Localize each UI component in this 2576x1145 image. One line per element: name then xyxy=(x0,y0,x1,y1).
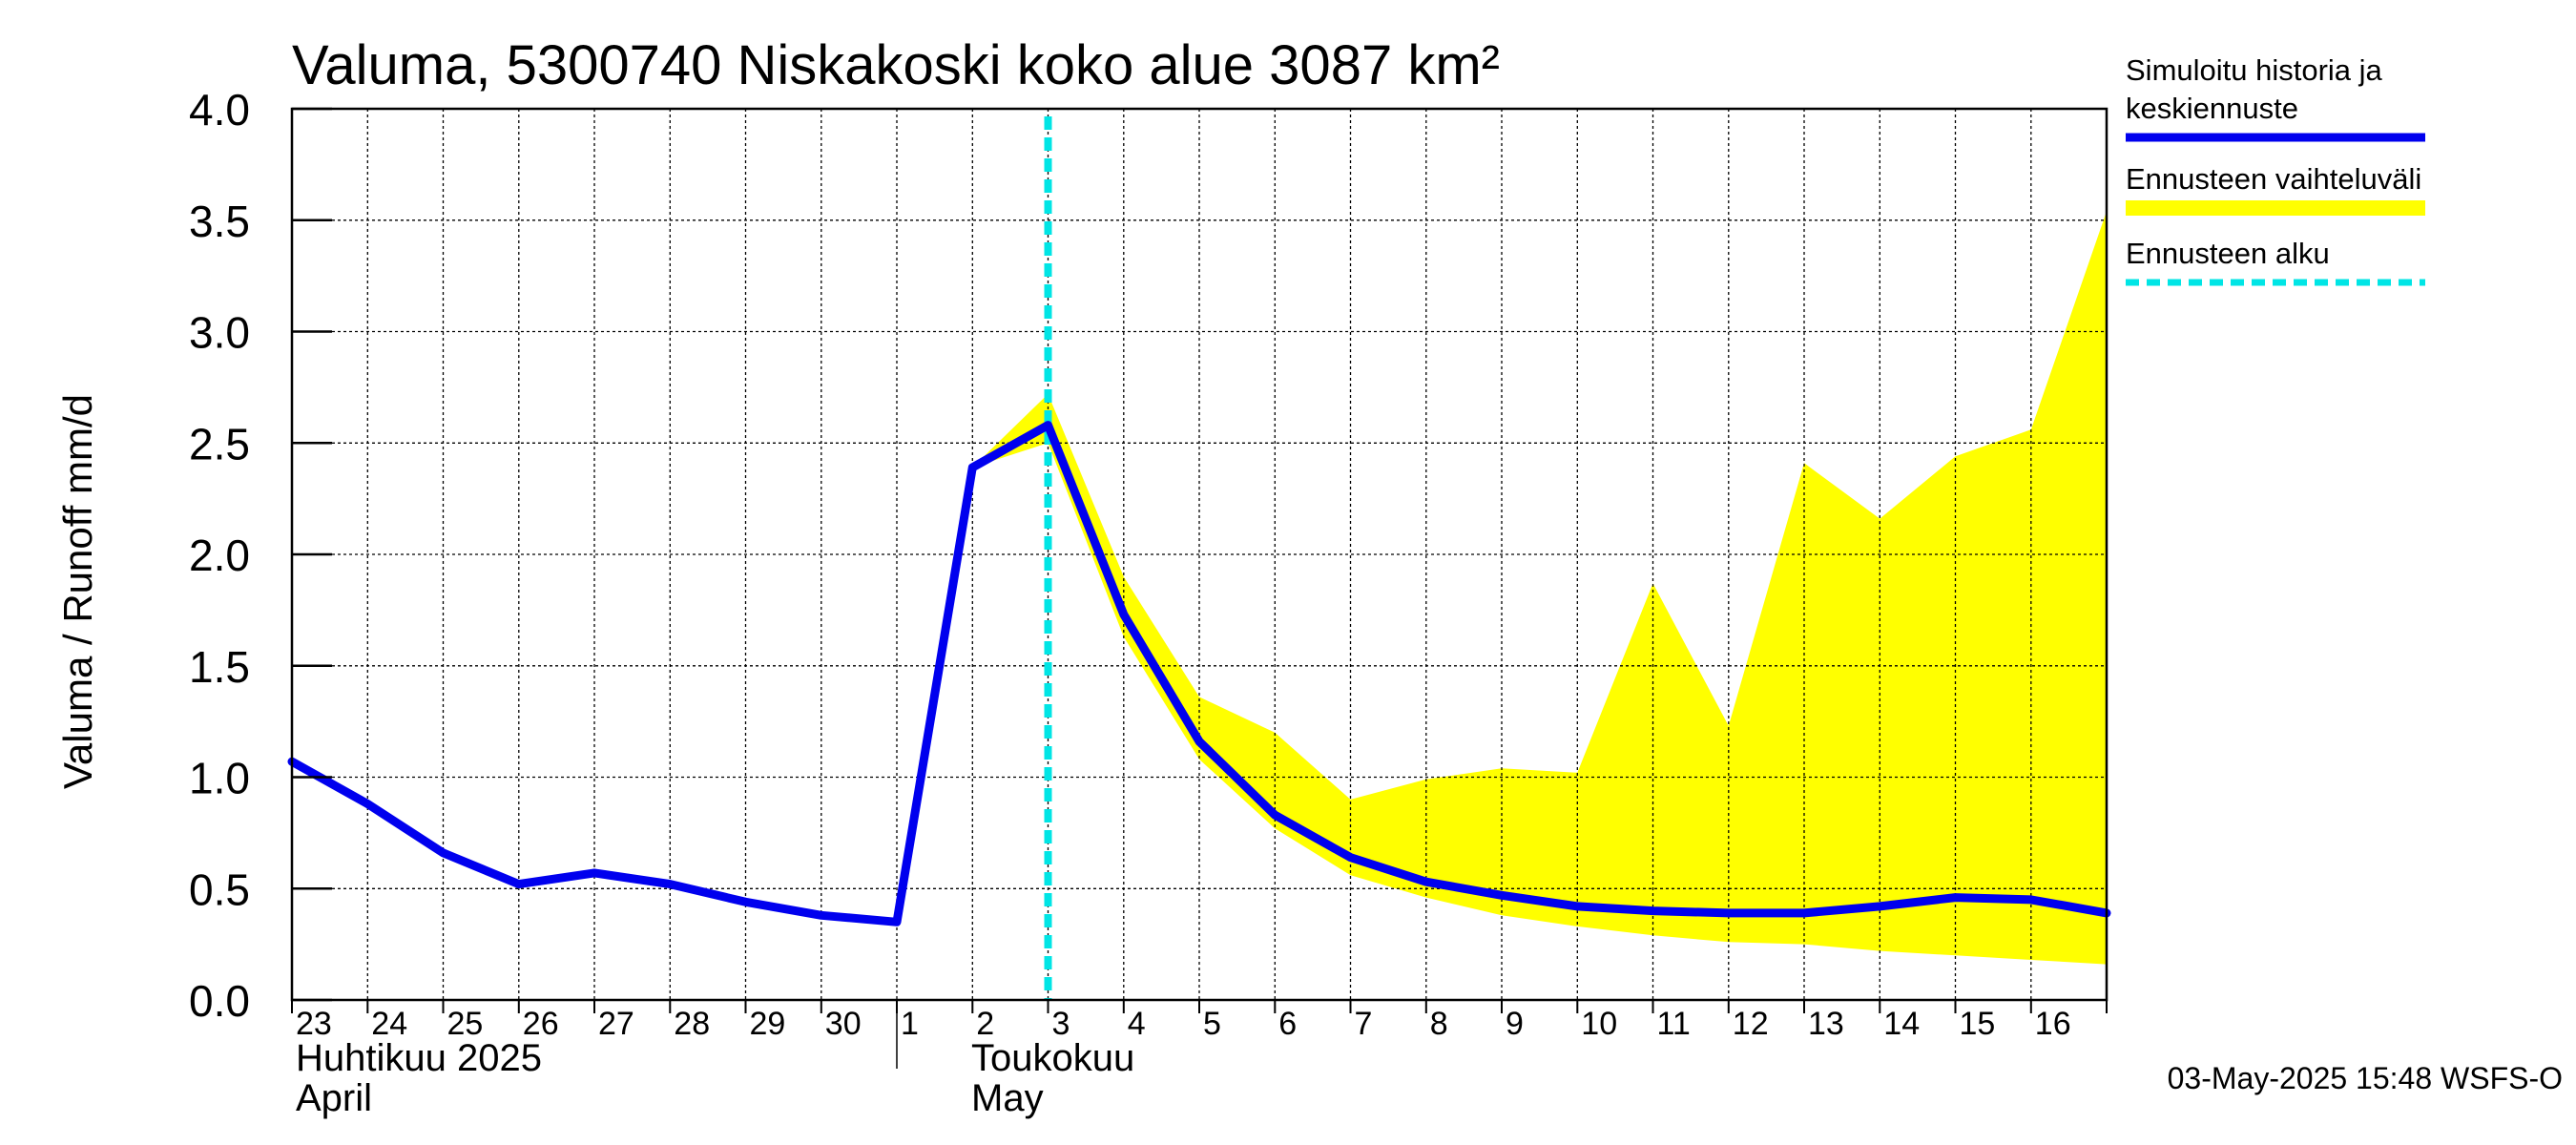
y-tick-label: 2.0 xyxy=(189,531,250,580)
x-tick-label: 14 xyxy=(1883,1006,1920,1042)
y-tick-labels: 0.0 0.5 1.0 1.5 2.0 2.5 3.0 3.5 4.0 xyxy=(189,85,250,1026)
y-tick-label: 0.0 xyxy=(189,976,250,1026)
x-tick-label: 11 xyxy=(1657,1006,1691,1042)
forecast-band-area xyxy=(972,211,2107,965)
x-tick-label: 25 xyxy=(447,1006,484,1042)
x-tick-label: 1 xyxy=(901,1006,919,1042)
legend-label-line2: keskiennuste xyxy=(2126,92,2298,125)
series-line-simulated xyxy=(287,421,2111,926)
x-tick-label: 3 xyxy=(1052,1006,1070,1042)
series-group xyxy=(287,421,2111,926)
x-tick-label: 24 xyxy=(371,1006,407,1042)
y-tick-label: 2.5 xyxy=(189,419,250,468)
month-label-line1: Toukokuu xyxy=(971,1037,1134,1079)
x-tick-label: 2 xyxy=(976,1006,994,1042)
x-tick-label: 29 xyxy=(750,1006,786,1042)
y-axis-label: Valuma / Runoff mm/d xyxy=(55,394,100,789)
month-label-line2: May xyxy=(971,1077,1044,1119)
y-tick-label: 3.0 xyxy=(189,308,250,358)
y-tick-label: 3.5 xyxy=(189,197,250,246)
forecast-range-band xyxy=(972,211,2107,965)
x-tick-label: 28 xyxy=(674,1006,710,1042)
x-tick-label: 13 xyxy=(1808,1006,1844,1042)
month-label-line2: April xyxy=(296,1077,372,1119)
x-tick-label: 16 xyxy=(2035,1006,2071,1042)
legend: Simuloitu historia ja keskiennuste Ennuste… xyxy=(2126,53,2425,286)
x-tick-label: 30 xyxy=(825,1006,862,1042)
y-tick-label: 1.0 xyxy=(189,754,250,803)
x-tick-labels: 23 24 25 26 27 28 29 30 1 2 3 4 5 6 7 8 9 10 11 12 13 14 15 16 xyxy=(296,1006,2071,1042)
legend-label: Ennusteen alku xyxy=(2126,237,2330,270)
month-label-line1: Huhtikuu 2025 xyxy=(296,1037,542,1079)
x-tick-label: 9 xyxy=(1506,1006,1524,1042)
x-tick-label: 23 xyxy=(296,1006,332,1042)
x-tick-label: 8 xyxy=(1430,1006,1448,1042)
x-tick-label: 26 xyxy=(523,1006,559,1042)
timestamp-footer: 03-May-2025 15:48 WSFS-O xyxy=(2168,1061,2563,1095)
grid-lines xyxy=(292,109,2107,1000)
chart-title: Valuma, 5300740 Niskakoski koko alue 308… xyxy=(292,34,1500,96)
y-tick-label: 4.0 xyxy=(189,85,250,135)
y-tick-label: 0.5 xyxy=(189,864,250,914)
x-tick-label: 27 xyxy=(598,1006,634,1042)
x-tick-label: 12 xyxy=(1733,1006,1769,1042)
x-tick-label: 4 xyxy=(1128,1006,1146,1042)
x-tick-label: 5 xyxy=(1203,1006,1221,1042)
x-tick-label: 15 xyxy=(1960,1006,1996,1042)
legend-label: Simuloitu historia ja xyxy=(2126,53,2383,87)
x-tick-label: 10 xyxy=(1581,1006,1617,1042)
legend-label: Ennusteen vaihteluväli xyxy=(2126,162,2421,196)
x-tick-label: 6 xyxy=(1278,1006,1297,1042)
axes xyxy=(290,107,2109,1013)
y-tick-label: 1.5 xyxy=(189,642,250,692)
x-tick-label: 7 xyxy=(1355,1006,1373,1042)
